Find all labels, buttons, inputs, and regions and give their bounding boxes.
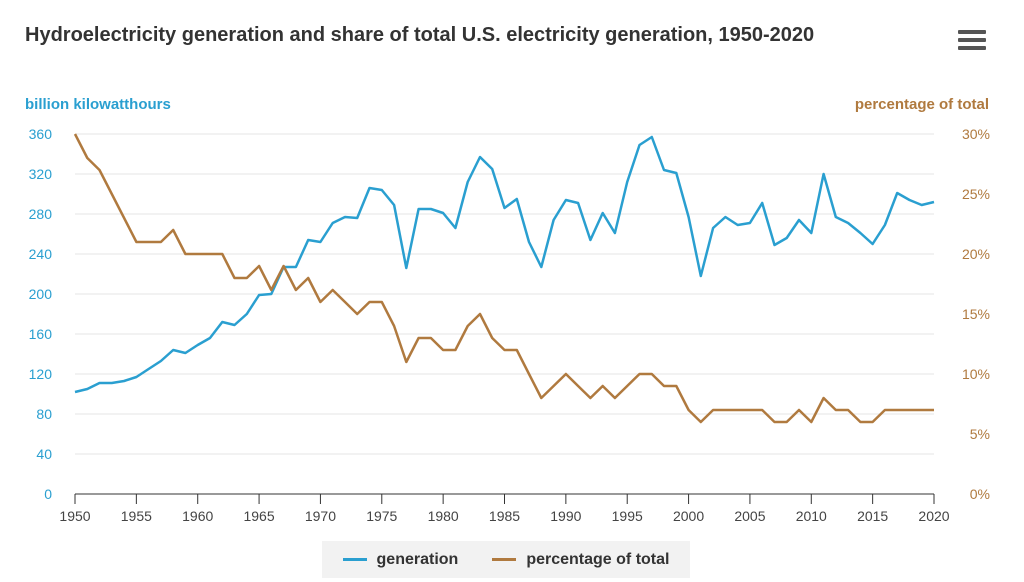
x-tick-label: 1985 <box>489 508 520 524</box>
legend-swatch <box>492 558 517 561</box>
y-tick-left: 320 <box>29 166 53 182</box>
y-tick-left: 200 <box>29 286 53 302</box>
legend-item-generation[interactable]: generation <box>342 550 459 569</box>
y-tick-left: 160 <box>29 326 53 342</box>
x-tick-label: 1995 <box>612 508 643 524</box>
y-tick-left: 80 <box>36 406 52 422</box>
legend-item-percentage[interactable]: percentage of total <box>492 551 669 569</box>
y-tick-left: 0 <box>44 486 52 502</box>
y-tick-right: 30% <box>962 126 990 142</box>
y-axis-right-label: percentage of total <box>854 96 989 113</box>
x-tick-label: 1960 <box>182 508 213 524</box>
y-tick-right: 5% <box>970 426 990 442</box>
x-tick-label: 2000 <box>673 508 704 524</box>
chart-title: Hydroelectricity generation and share of… <box>25 24 815 46</box>
y-tick-right: 15% <box>962 306 990 322</box>
legend: generation percentage of total <box>322 541 690 578</box>
y-tick-right: 0% <box>970 486 990 502</box>
series-line-generation <box>74 135 935 394</box>
y-tick-left: 120 <box>29 366 53 382</box>
x-tick-label: 1980 <box>428 508 459 524</box>
legend-label: generation <box>376 550 459 568</box>
y-tick-right: 25% <box>962 186 990 202</box>
x-tick-label: 1970 <box>305 508 336 524</box>
y-tick-left: 240 <box>29 246 53 262</box>
legend-swatch <box>342 558 367 561</box>
x-tick-label: 1965 <box>243 508 274 524</box>
y-tick-right: 20% <box>962 246 990 262</box>
y-axis-left-label: billion kilowatthours <box>25 96 171 113</box>
x-tick-label: 2015 <box>857 508 888 524</box>
series-line-percentage-of-total <box>73 133 934 424</box>
x-tick-label: 1975 <box>366 508 397 524</box>
x-tick-label: 1990 <box>550 508 581 524</box>
x-tick-label: 2005 <box>734 508 765 524</box>
x-tick-label: 1955 <box>121 508 152 524</box>
y-tick-left: 280 <box>29 206 53 222</box>
y-tick-left: 40 <box>36 446 52 462</box>
legend-label: percentage of total <box>526 550 670 568</box>
hamburger-menu-icon[interactable] <box>958 30 986 54</box>
x-tick-label: 2020 <box>918 508 949 524</box>
x-tick-label: 1950 <box>59 508 90 524</box>
y-tick-right: 10% <box>962 366 990 382</box>
y-tick-left: 360 <box>29 126 53 142</box>
x-tick-label: 2010 <box>796 508 827 524</box>
